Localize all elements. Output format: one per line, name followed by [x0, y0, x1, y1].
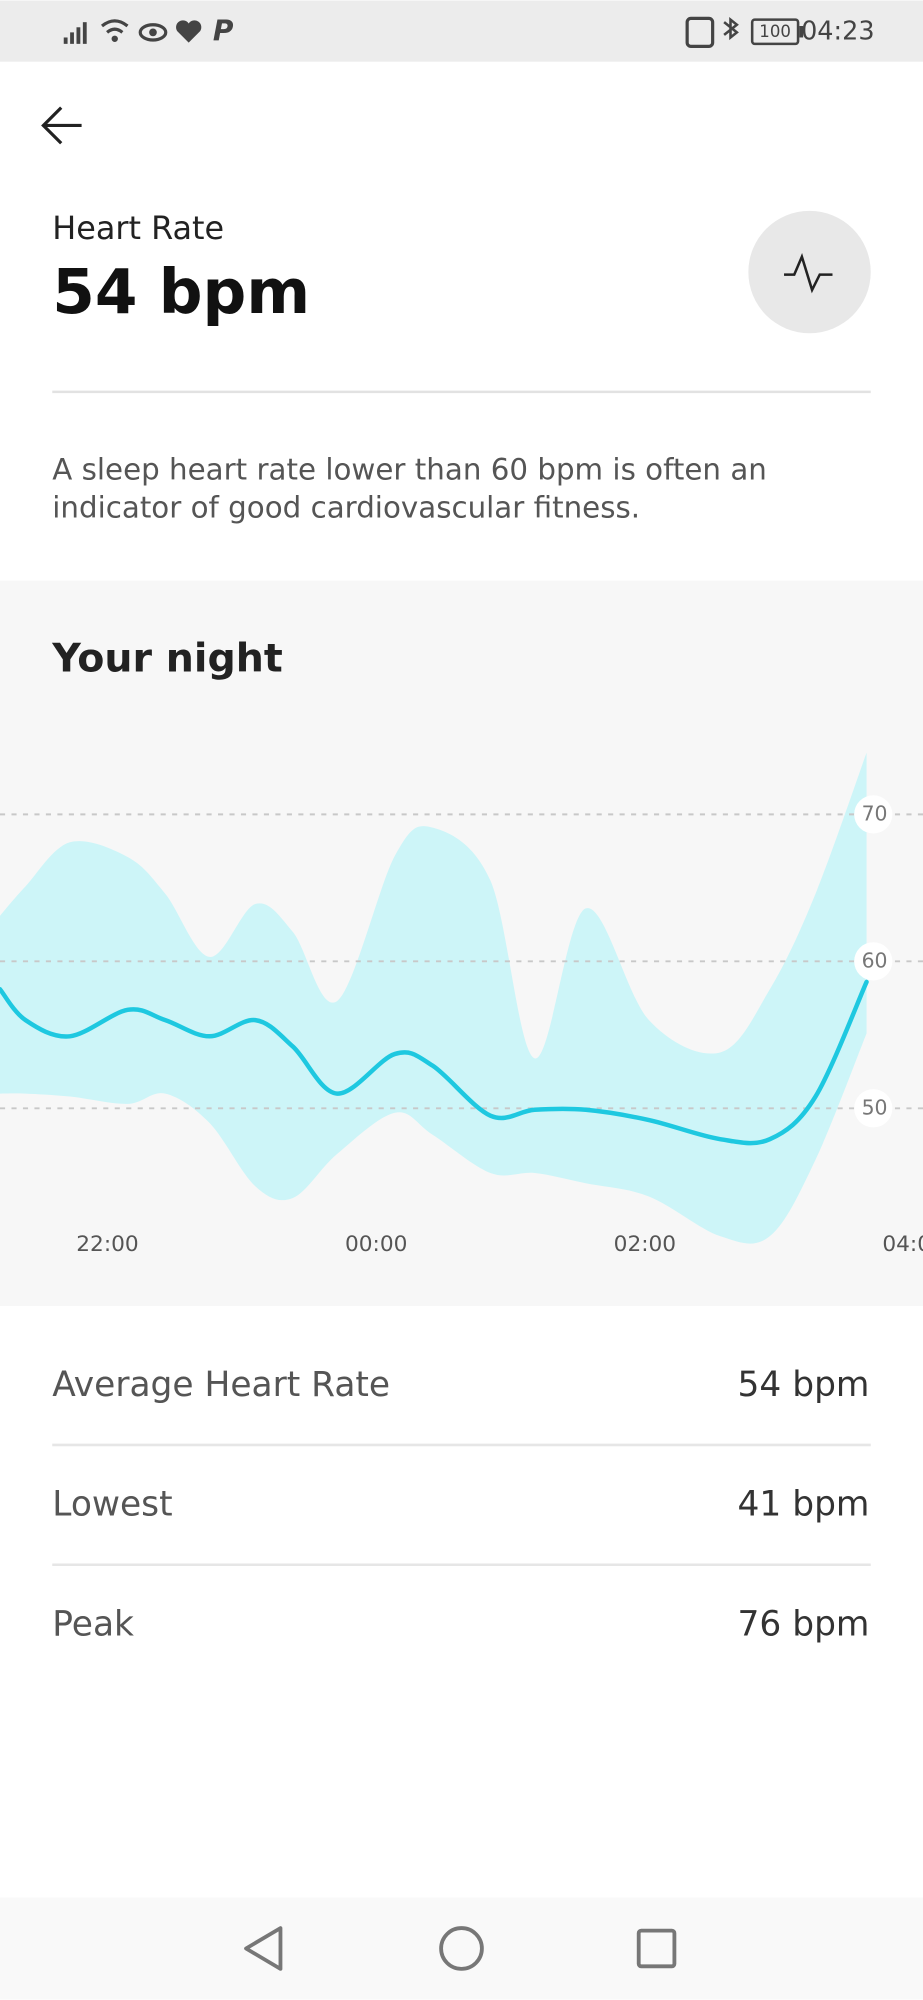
x-tick-label: 00:00 — [345, 1232, 407, 1257]
nav-back[interactable] — [244, 1926, 283, 1971]
description-line: A sleep heart rate lower than 60 bpm is … — [52, 452, 767, 486]
x-tick-label: 22:00 — [76, 1232, 138, 1257]
stat-label: Lowest — [52, 1485, 172, 1525]
back-button[interactable] — [41, 106, 82, 145]
metric-value: 54 bpm — [52, 257, 310, 328]
y-tick-label: 70 — [862, 801, 888, 825]
clock: 04:23 — [801, 16, 874, 46]
stat-value: 54 bpm — [738, 1365, 870, 1405]
y-tick-badge — [854, 1089, 893, 1128]
nav-bar — [0, 1897, 923, 2000]
x-tick-label: 02:00 — [614, 1232, 676, 1257]
status-icons: P — [63, 14, 804, 48]
y-tick-label: 50 — [862, 1095, 888, 1119]
stat-label: Peak — [52, 1604, 134, 1644]
y-tick-badge — [854, 942, 893, 981]
battery-level: 100 — [759, 22, 791, 41]
chart: 50 60 70 22:00 00:00 02:00 04:00 — [0, 752, 923, 1257]
chart-title: Your night — [51, 635, 282, 681]
heart-rate-line — [0, 979, 869, 1146]
y-tick-badge — [854, 795, 893, 834]
description-line: indicator of good cardiovascular fitness… — [52, 491, 640, 525]
y-tick-label: 60 — [862, 948, 888, 972]
stat-value: 76 bpm — [738, 1604, 870, 1644]
stats: Average Heart Rate 54 bpm Lowest 41 bpm … — [52, 1365, 871, 1644]
metric-title: Heart Rate — [52, 209, 224, 247]
x-tick-label: 04:00 — [882, 1232, 923, 1257]
activity-button[interactable] — [748, 210, 871, 334]
stat-value: 41 bpm — [738, 1485, 870, 1525]
svg-text:P: P — [213, 14, 234, 47]
plot: 50 60 70 22:00 00:00 02:00 04:00 — [0, 752, 923, 1257]
stat-label: Average Heart Rate — [52, 1365, 390, 1405]
nav-home[interactable] — [439, 1926, 484, 1971]
nav-recents[interactable] — [636, 1928, 677, 1969]
